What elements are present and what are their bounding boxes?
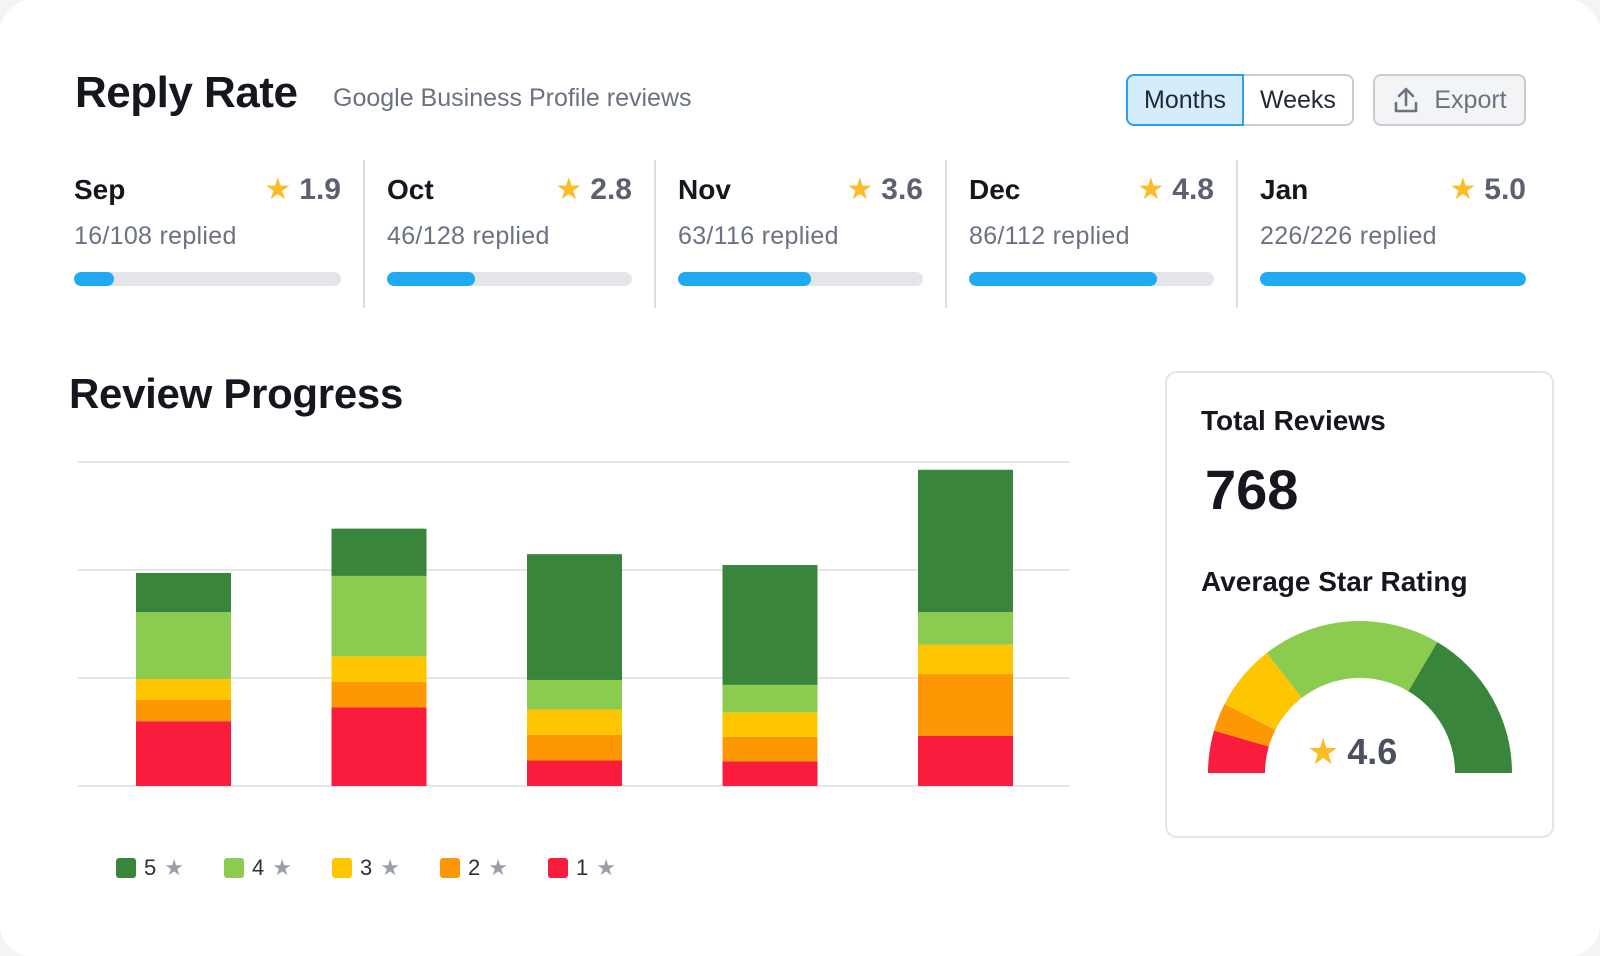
reply-progress-bar <box>74 272 341 286</box>
month-rating: ★ 2.8 <box>555 172 632 207</box>
star-icon: ★ <box>1137 173 1165 206</box>
average-rating-label: Average Star Rating <box>1201 566 1468 597</box>
bar-cap-jan <box>918 469 1013 474</box>
bar-oct-5-star[interactable] <box>331 528 427 576</box>
month-replied: 226/226 replied <box>1260 222 1437 250</box>
month-rating: ★ 4.8 <box>1137 172 1214 207</box>
legend-item-2-star: 2 ★ <box>439 855 508 881</box>
month-replied: 63/116 replied <box>678 222 839 250</box>
divider <box>945 160 947 308</box>
bar-cap-sep <box>136 572 231 577</box>
page-title: Reply Rate <box>75 68 298 117</box>
legend-item-1-star: 1 ★ <box>547 855 616 881</box>
month-card-oct: Oct ★ 2.8 46/128 replied <box>387 160 632 310</box>
divider <box>654 160 656 308</box>
month-replied: 86/112 replied <box>969 222 1130 250</box>
bar-dec-2-star[interactable] <box>722 736 818 762</box>
star-icon: ★ <box>1307 731 1340 772</box>
bar-nov-1-star[interactable] <box>527 760 622 786</box>
export-label: Export <box>1434 85 1507 114</box>
month-rating: ★ 1.9 <box>264 172 341 207</box>
page-subtitle: Google Business Profile reviews <box>333 84 692 112</box>
bar-sep-2-star[interactable] <box>136 699 231 722</box>
legend-item-4-star: 4 ★ <box>223 855 292 881</box>
bar-nov-2-star[interactable] <box>527 734 622 761</box>
star-icon: ★ <box>555 173 583 206</box>
monthly-reply-stats: Sep ★ 1.9 16/108 replied Oct ★ 2.8 46/128 … <box>0 160 1600 310</box>
star-icon: ★ <box>846 173 874 206</box>
star-icon: ★ <box>380 855 400 880</box>
bar-jan-4-star[interactable] <box>918 612 1013 645</box>
bar-jan-1-star[interactable] <box>918 735 1013 786</box>
bar-dec-4-star[interactable] <box>722 684 818 713</box>
bar-oct-1-star[interactable] <box>331 707 427 786</box>
chart-legend: 5 ★ 4 ★ 3 ★ 2 ★ 1 ★ <box>116 855 616 881</box>
month-name: Jan <box>1260 174 1309 205</box>
month-rating: ★ 3.6 <box>846 172 923 207</box>
bar-dec-3-star[interactable] <box>722 712 818 737</box>
reply-progress-bar <box>969 272 1214 286</box>
divider <box>1236 160 1238 308</box>
bar-sep-3-star[interactable] <box>136 678 231 700</box>
star-icon: ★ <box>1449 173 1477 206</box>
gauge-segment <box>1224 652 1302 730</box>
month-name: Sep <box>74 174 126 205</box>
bar-jan-5-star[interactable] <box>918 469 1013 613</box>
month-card-sep: Sep ★ 1.9 16/108 replied <box>74 160 341 310</box>
month-rating: ★ 5.0 <box>1449 172 1526 207</box>
bar-cap-nov <box>527 554 622 559</box>
review-progress-title: Review Progress <box>69 370 404 417</box>
bar-oct-4-star[interactable] <box>331 575 427 657</box>
total-reviews-label: Total Reviews <box>1201 405 1386 436</box>
bar-sep-4-star[interactable] <box>136 612 231 679</box>
star-icon: ★ <box>596 855 616 880</box>
bar-cap-dec <box>722 565 818 570</box>
month-name: Dec <box>969 174 1021 205</box>
summary-panel: Total Reviews 768 Average Star Rating ★ … <box>1165 371 1554 838</box>
month-replied: 16/108 replied <box>74 222 237 250</box>
gauge-segment <box>1208 730 1269 773</box>
star-icon: ★ <box>264 173 292 206</box>
total-reviews-value: 768 <box>1205 458 1299 521</box>
bar-oct-2-star[interactable] <box>331 681 427 708</box>
gauge-segment <box>1214 703 1276 747</box>
bar-jan-2-star[interactable] <box>918 674 1013 736</box>
period-toggle: Months Weeks <box>1126 74 1354 126</box>
bar-nov-3-star[interactable] <box>527 709 622 735</box>
month-card-jan: Jan ★ 5.0 226/226 replied <box>1260 160 1526 310</box>
bar-oct-3-star[interactable] <box>331 656 427 682</box>
average-rating-value: ★ 4.6 <box>1307 731 1398 772</box>
export-button[interactable]: Export <box>1373 74 1526 126</box>
review-progress-chart <box>78 461 1070 787</box>
legend-item-3-star: 3 ★ <box>331 855 400 881</box>
gauge-segment <box>1266 621 1438 698</box>
reply-progress-bar <box>678 272 923 286</box>
bar-nov-5-star[interactable] <box>527 554 622 680</box>
month-replied: 46/128 replied <box>387 222 550 250</box>
gauge-segment <box>1408 642 1512 773</box>
bar-jan-3-star[interactable] <box>918 644 1013 675</box>
average-rating-gauge <box>1208 621 1512 773</box>
star-icon: ★ <box>164 855 184 880</box>
divider <box>363 160 365 308</box>
reply-progress-bar <box>1260 272 1526 286</box>
month-name: Nov <box>678 174 731 205</box>
upload-icon <box>1395 87 1418 113</box>
reply-progress-bar <box>387 272 632 286</box>
weeks-toggle-button[interactable]: Weeks <box>1243 74 1354 126</box>
month-card-nov: Nov ★ 3.6 63/116 replied <box>678 160 923 310</box>
bar-cap-oct <box>331 528 427 533</box>
month-card-dec: Dec ★ 4.8 86/112 replied <box>969 160 1214 310</box>
months-toggle-button[interactable]: Months <box>1126 74 1244 126</box>
month-name: Oct <box>387 174 434 205</box>
star-icon: ★ <box>272 855 292 880</box>
bar-dec-5-star[interactable] <box>722 565 818 685</box>
bar-nov-4-star[interactable] <box>527 679 622 710</box>
bar-sep-5-star[interactable] <box>136 572 231 613</box>
legend-item-5-star: 5 ★ <box>116 855 184 881</box>
bar-dec-1-star[interactable] <box>722 761 818 786</box>
star-icon: ★ <box>488 855 508 880</box>
bar-sep-1-star[interactable] <box>136 721 231 786</box>
